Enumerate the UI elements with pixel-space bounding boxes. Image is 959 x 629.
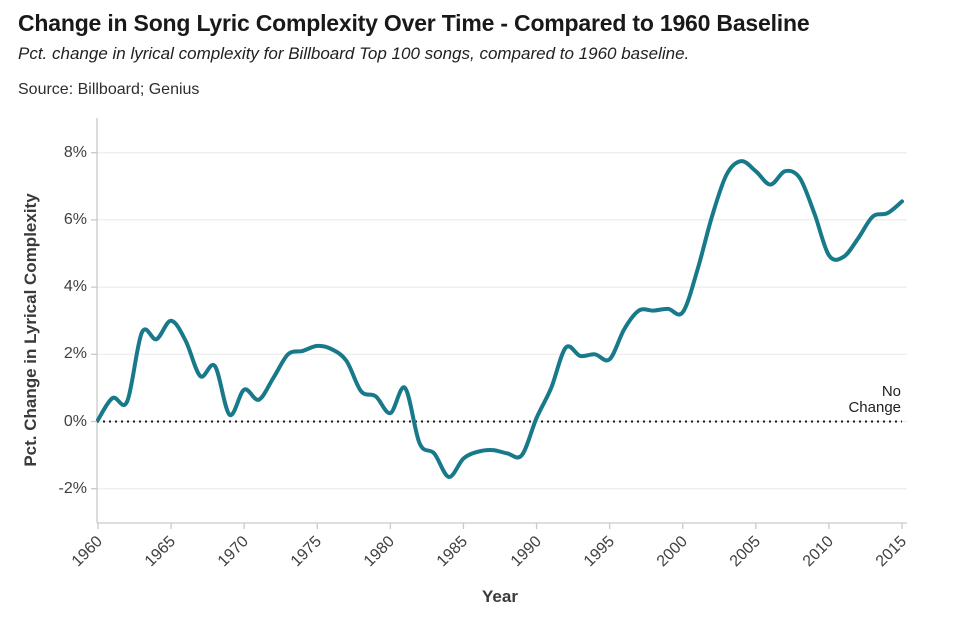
- zero-line-annotation: No Change: [848, 384, 901, 416]
- y-tick-label: 2%: [63, 345, 87, 363]
- y-tick-label: 8%: [63, 143, 87, 161]
- zero-line-annotation-line1: No: [881, 383, 901, 400]
- zero-line-annotation-line2: Change: [848, 399, 901, 416]
- y-tick-label: 4%: [63, 278, 87, 296]
- y-tick-label: 0%: [63, 412, 87, 430]
- page-title: Change in Song Lyric Complexity Over Tim…: [18, 10, 810, 36]
- y-tick-label: 6%: [63, 210, 87, 228]
- page-subtitle: Pct. change in lyrical complexity for Bi…: [18, 44, 690, 63]
- x-axis-title: Year: [482, 587, 518, 606]
- y-tick-label: -2%: [58, 479, 87, 497]
- trend-line: [96, 159, 904, 479]
- source-note: Source: Billboard; Genius: [18, 81, 200, 98]
